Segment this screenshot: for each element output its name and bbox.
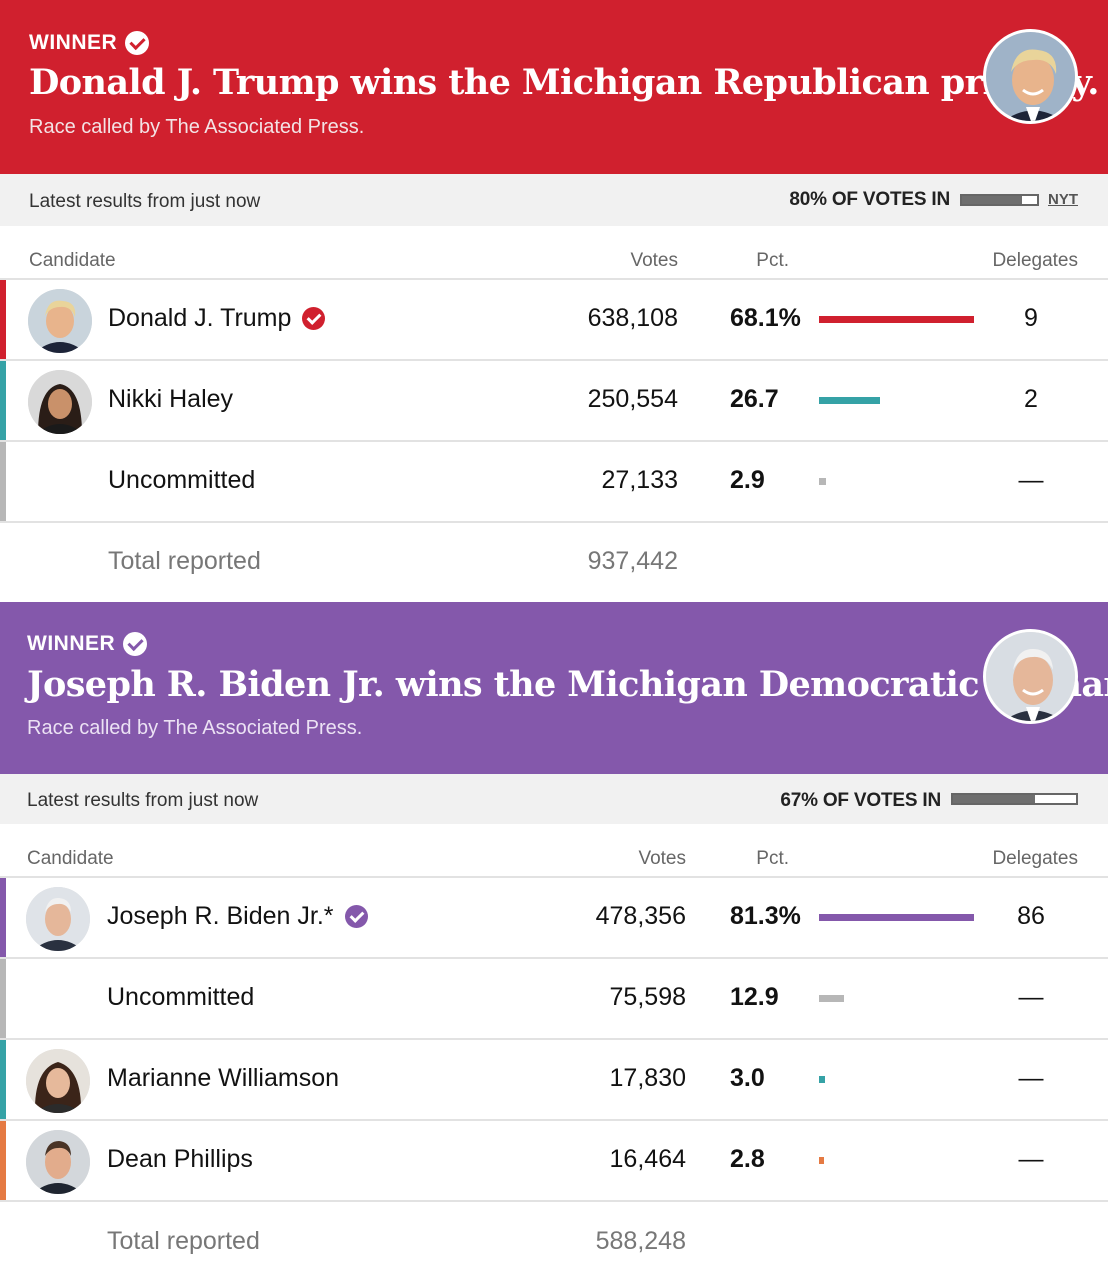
candidate-name: Donald J. Trump <box>108 304 326 333</box>
vote-percent-bar <box>819 1076 825 1083</box>
results-status-bar: Latest results from just now 80% OF VOTE… <box>0 174 1108 226</box>
delegate-count: — <box>1018 983 1044 1011</box>
column-header-delegates: Delegates <box>992 250 1078 271</box>
column-header-votes: Votes <box>630 250 678 271</box>
candidate-name: Marianne Williamson <box>107 1064 340 1092</box>
vote-percent-bar <box>819 397 880 404</box>
table-row: Donald J. Trump 638,108 68.1% 9 <box>0 280 1108 361</box>
race-called-by: Race called by The Associated Press. <box>29 116 365 138</box>
vote-percent-bar <box>819 316 974 323</box>
avatar <box>26 1049 90 1113</box>
race-called-by: Race called by The Associated Press. <box>27 717 363 739</box>
total-reported-row: Total reported 588,248 <box>0 1202 1108 1280</box>
delegate-count: 2 <box>1024 385 1038 413</box>
latest-results-text: Latest results from just now <box>27 790 259 811</box>
delegate-count: 86 <box>1017 902 1045 930</box>
winner-label: WINNER <box>27 632 148 656</box>
candidate-name: Dean Phillips <box>107 1145 253 1173</box>
results-table-header: Candidate Votes Pct. Delegates <box>0 226 1108 280</box>
votes-in-progress-fill <box>962 196 1022 204</box>
column-header-votes: Votes <box>638 848 686 869</box>
winner-photo <box>983 29 1078 124</box>
vote-percent: 68.1% <box>730 304 801 332</box>
total-reported-votes: 937,442 <box>587 547 678 575</box>
winner-check-icon <box>302 307 326 330</box>
race-headline: Joseph R. Biden Jr. wins the Michigan De… <box>27 664 1108 705</box>
column-header-candidate: Candidate <box>29 250 116 271</box>
vote-percent: 12.9 <box>730 983 779 1011</box>
winner-banner: WINNER Donald J. Trump wins the Michigan… <box>0 0 1108 174</box>
delegate-count: — <box>1018 1145 1044 1173</box>
party-color-stripe <box>0 1040 6 1119</box>
vote-count: 17,830 <box>609 1064 686 1092</box>
race-headline: Donald J. Trump wins the Michigan Republ… <box>29 62 1099 103</box>
democratic-primary-results: WINNER Joseph R. Biden Jr. wins the Mich… <box>0 602 1108 1280</box>
vote-count: 638,108 <box>587 304 678 332</box>
table-row: Uncommitted 27,133 2.9 — <box>0 442 1108 523</box>
winner-label: WINNER <box>29 31 150 55</box>
votes-in-progress <box>951 793 1078 805</box>
winner-check-icon <box>344 905 368 928</box>
vote-percent: 2.9 <box>730 466 765 494</box>
column-header-pct: Pct. <box>756 848 789 869</box>
nyt-estimate-link[interactable]: NYT <box>1048 191 1078 208</box>
delegate-count: — <box>1018 1064 1044 1092</box>
vote-count: 27,133 <box>601 466 678 494</box>
table-row: Marianne Williamson 17,830 3.0 — <box>0 1040 1108 1121</box>
party-color-stripe <box>0 1121 6 1200</box>
vote-count: 250,554 <box>587 385 678 413</box>
votes-in-progress-fill <box>953 795 1036 803</box>
vote-count: 75,598 <box>609 983 686 1011</box>
votes-in-label: 67% OF VOTES IN <box>780 790 941 811</box>
avatar <box>28 370 92 434</box>
party-color-stripe <box>0 361 6 440</box>
checkmark-icon <box>125 31 150 55</box>
table-row: Nikki Haley 250,554 26.7 2 <box>0 361 1108 442</box>
column-header-candidate: Candidate <box>27 848 114 869</box>
column-header-delegates: Delegates <box>992 848 1078 869</box>
vote-percent-bar <box>819 478 826 485</box>
vote-percent: 2.8 <box>730 1145 765 1173</box>
vote-percent: 26.7 <box>730 385 779 413</box>
table-row: Dean Phillips 16,464 2.8 — <box>0 1121 1108 1202</box>
total-reported-votes: 588,248 <box>595 1227 686 1255</box>
party-color-stripe <box>0 878 6 957</box>
winner-banner: WINNER Joseph R. Biden Jr. wins the Mich… <box>0 602 1108 774</box>
votes-in-progress <box>960 194 1039 206</box>
candidate-name: Uncommitted <box>107 983 255 1011</box>
delegate-count: 9 <box>1024 304 1038 332</box>
checkmark-icon <box>123 632 148 656</box>
party-color-stripe <box>0 959 6 1038</box>
delegate-count: — <box>1018 466 1044 494</box>
vote-percent-bar <box>819 914 974 921</box>
avatar <box>28 289 92 353</box>
candidate-name: Joseph R. Biden Jr.* <box>107 902 368 931</box>
candidate-name: Uncommitted <box>108 466 256 494</box>
vote-percent: 3.0 <box>730 1064 765 1092</box>
results-status-bar: Latest results from just now 67% OF VOTE… <box>0 774 1108 824</box>
latest-results-text: Latest results from just now <box>29 191 261 212</box>
vote-percent: 81.3% <box>730 902 801 930</box>
avatar <box>26 887 90 951</box>
party-color-stripe <box>0 442 6 521</box>
vote-percent-bar <box>819 1157 824 1164</box>
republican-primary-results: WINNER Donald J. Trump wins the Michigan… <box>0 0 1108 602</box>
vote-percent-bar <box>819 995 844 1002</box>
winner-photo <box>983 629 1078 724</box>
candidate-name: Nikki Haley <box>108 385 234 413</box>
total-reported-row: Total reported 937,442 <box>0 523 1108 601</box>
column-header-pct: Pct. <box>756 250 789 271</box>
party-color-stripe <box>0 280 6 359</box>
vote-count: 16,464 <box>609 1145 686 1173</box>
results-table-header: Candidate Votes Pct. Delegates <box>0 824 1108 878</box>
table-row: Uncommitted 75,598 12.9 — <box>0 959 1108 1040</box>
table-row: Joseph R. Biden Jr.* 478,356 81.3% 86 <box>0 878 1108 959</box>
total-reported-label: Total reported <box>107 1227 260 1255</box>
total-reported-label: Total reported <box>108 547 261 575</box>
avatar <box>26 1130 90 1194</box>
votes-in-label: 80% OF VOTES IN <box>789 189 950 210</box>
vote-count: 478,356 <box>595 902 686 930</box>
